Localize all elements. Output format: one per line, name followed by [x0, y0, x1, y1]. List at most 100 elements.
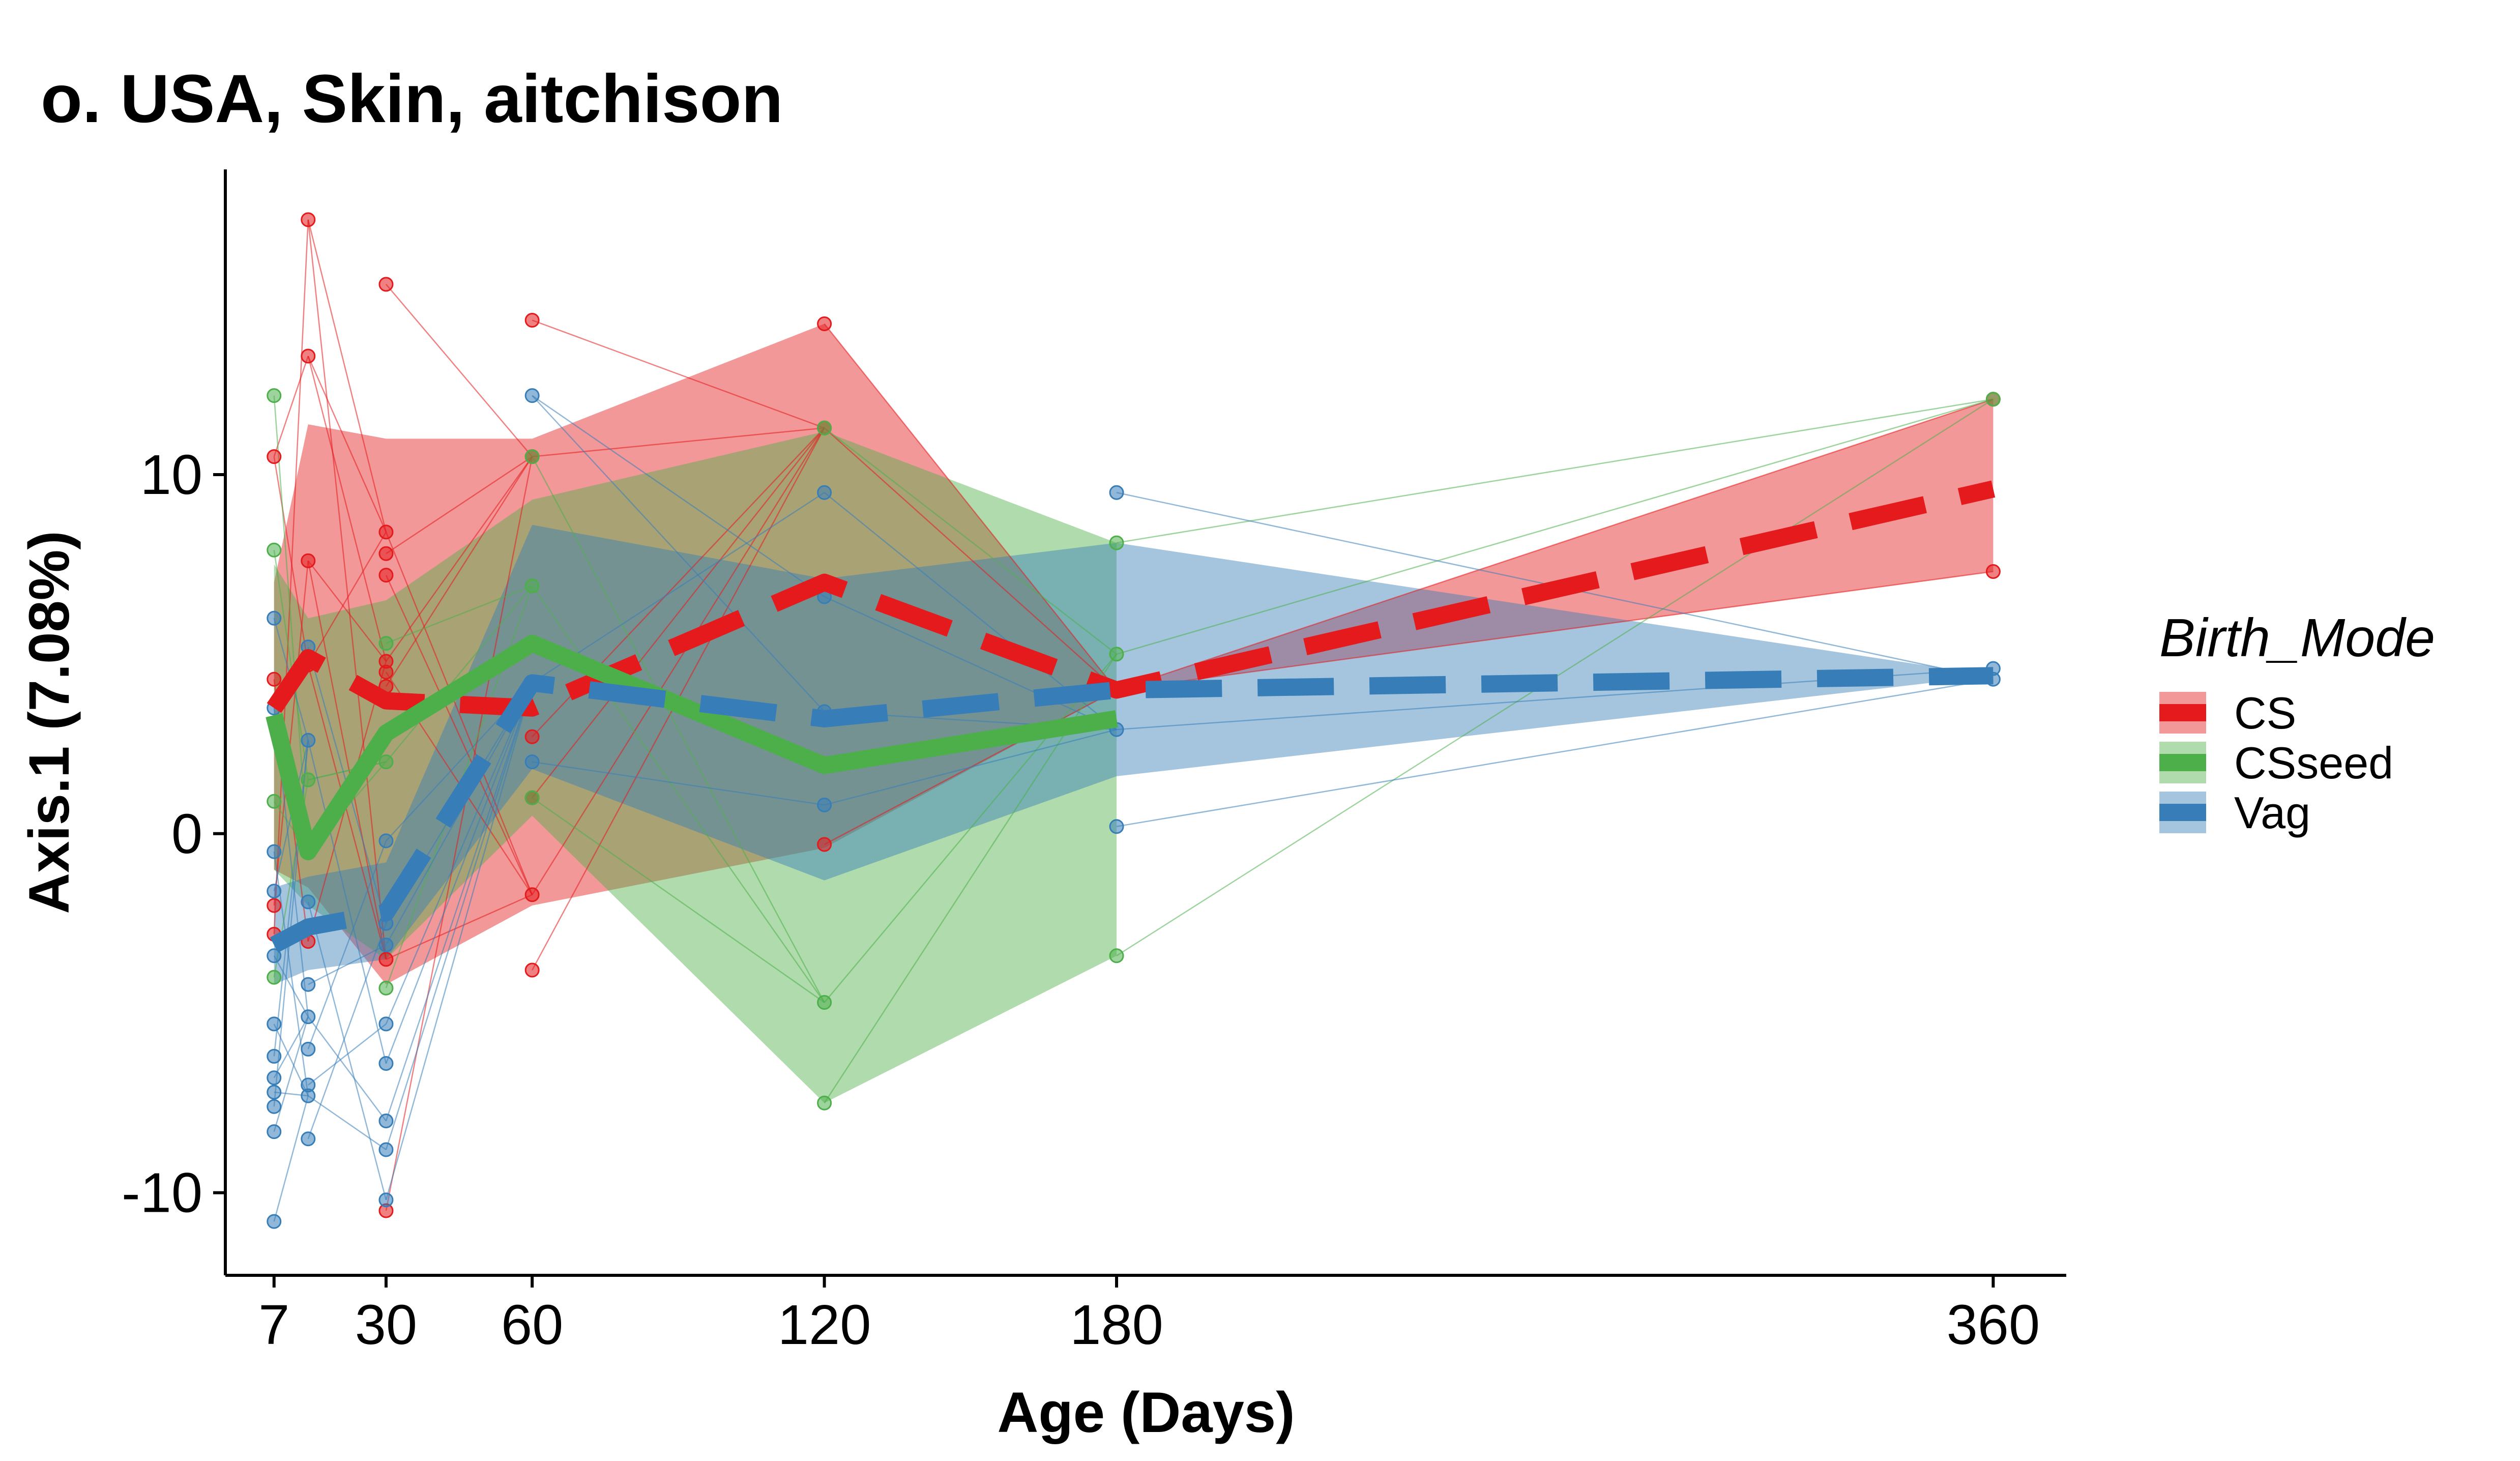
point-csseed [524, 449, 540, 464]
point-vag [267, 1124, 282, 1139]
point-cs [267, 671, 282, 687]
point-cs [378, 952, 394, 967]
connector-cs [273, 456, 309, 665]
connector-cs [532, 427, 825, 895]
connector-vag [307, 840, 387, 1049]
legend-item-vag: Vag [2159, 787, 2310, 838]
connector-vag [273, 1095, 309, 1222]
x-axis: 7 30 60 120 180 360 [225, 1274, 2066, 1356]
connector-vag [532, 492, 825, 684]
legend-label: Vag [2234, 787, 2310, 838]
legend-label: CS [2234, 688, 2296, 738]
point-csseed [267, 388, 282, 403]
point-csseed [817, 420, 832, 435]
point-cs [301, 553, 316, 568]
y-axis: -10 0 10 [122, 169, 227, 1275]
point-vag [378, 1113, 394, 1128]
connector-vag [273, 1016, 309, 1132]
connector-vag [532, 761, 825, 806]
connector-cs [385, 456, 533, 1211]
point-csseed [301, 772, 316, 787]
point-cs [378, 664, 394, 680]
x-tick-label: 180 [1070, 1294, 1163, 1356]
y-tick-label: 0 [171, 803, 202, 865]
legend-label: CSseed [2234, 738, 2393, 788]
point-cs [378, 546, 394, 561]
connector-vag [273, 1016, 309, 1078]
connector-csseed [532, 456, 825, 1003]
point-cs [524, 962, 540, 978]
connector-csseed [386, 585, 533, 644]
legend-item-csseed: CSseed [2159, 738, 2393, 788]
point-vag [267, 844, 282, 859]
band-cs [274, 324, 1994, 985]
y-tick-label: 10 [140, 444, 202, 506]
point-csseed [378, 980, 394, 996]
point-csseed [378, 636, 394, 651]
point-vag [301, 1009, 316, 1025]
connector-vag [273, 955, 309, 1017]
connector-vag [307, 740, 387, 1064]
point-vag [267, 1214, 282, 1229]
point-cs [524, 729, 540, 744]
mean-line-vag [270, 667, 1994, 953]
connector-vag [385, 682, 533, 1025]
connector-cs [386, 894, 533, 960]
connector-cs [824, 323, 1118, 691]
x-tick-label: 120 [778, 1294, 871, 1356]
point-vag [301, 1041, 316, 1057]
connector-vag [385, 682, 533, 1064]
chart-title: o. USA, Skin, aitchison [41, 61, 783, 137]
point-vag [524, 754, 540, 770]
point-vag [301, 1088, 316, 1103]
point-cs [524, 312, 540, 328]
connector-csseed [1116, 398, 1994, 655]
x-axis-title: Age (Days) [997, 1381, 1295, 1444]
point-csseed [1109, 535, 1124, 550]
connector-cs [385, 284, 533, 457]
y-tick-label: -10 [122, 1162, 202, 1224]
point-vag [301, 977, 316, 992]
connector-cs [307, 219, 387, 533]
connector-cs [307, 560, 387, 662]
connector-cs [385, 456, 533, 687]
legend-title: Birth_Mode [2159, 608, 2435, 668]
point-vag [301, 733, 316, 748]
connector-cs [385, 456, 533, 662]
x-ticks: 7 30 60 120 180 360 [258, 1275, 2040, 1356]
connector-cs [385, 575, 533, 895]
connector-vag [385, 682, 533, 1121]
connector-csseed [1116, 398, 1994, 544]
point-vag [301, 894, 316, 910]
point-cs [378, 524, 394, 540]
point-vag [267, 1099, 282, 1114]
connector-vag [307, 1023, 387, 1086]
point-vag [267, 610, 282, 626]
point-cs [378, 568, 394, 583]
y-axis-title: Axis.1 (7.08%) [17, 531, 81, 914]
point-vag [1109, 485, 1124, 500]
connector-vag [307, 923, 387, 1139]
point-vag [378, 1192, 394, 1208]
connector-cs [307, 664, 387, 960]
point-vag [524, 388, 540, 403]
connector-cs [307, 219, 387, 959]
point-csseed [1109, 647, 1124, 662]
point-cs [817, 837, 832, 852]
connector-cs [385, 532, 533, 895]
point-vag [267, 884, 282, 899]
point-csseed [817, 995, 832, 1010]
connector-cs [824, 427, 1117, 691]
x-tick-label: 60 [501, 1294, 563, 1356]
point-cs [267, 898, 282, 913]
mean-line-csseed [266, 634, 1118, 861]
connector-cs [532, 427, 825, 799]
connector-vag [308, 1095, 387, 1150]
connector-cs [307, 532, 387, 665]
connector-cs [273, 219, 309, 934]
connector-vag [1116, 679, 1994, 827]
connector-vag [385, 682, 533, 1150]
point-csseed [267, 542, 282, 558]
